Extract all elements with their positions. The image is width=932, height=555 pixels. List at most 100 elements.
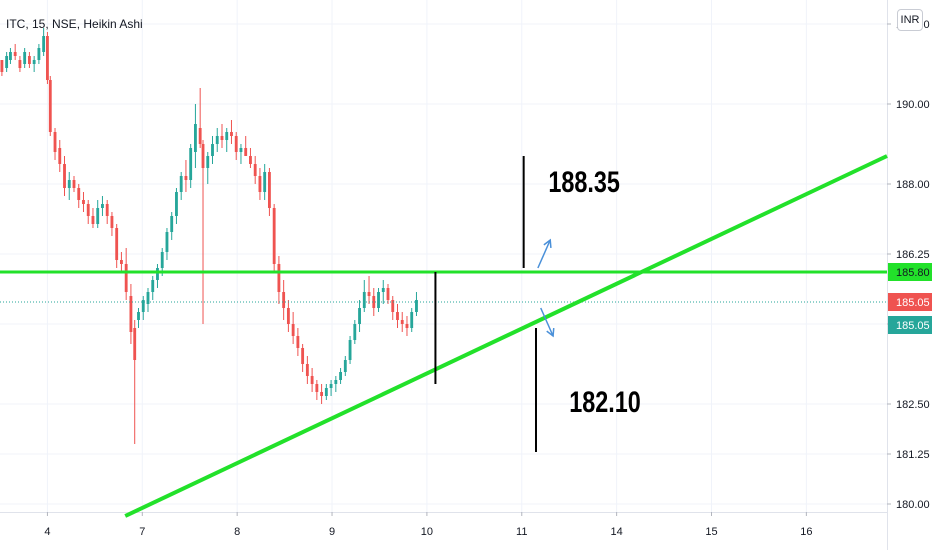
x-tick-label: 9 (329, 526, 335, 538)
y-tick-label: 180.00 (896, 499, 930, 511)
candle-body (18, 60, 22, 68)
currency-button[interactable]: INR (897, 9, 923, 31)
candle-body (115, 228, 119, 260)
candle-body (13, 52, 17, 56)
candle-body (32, 60, 36, 64)
candle-body (37, 48, 41, 60)
candle-body (253, 164, 257, 176)
y-tick-label: 182.50 (896, 399, 930, 411)
candle-body (67, 180, 71, 188)
candle-body (91, 216, 95, 224)
candle-body (110, 216, 114, 228)
price-annotation[interactable]: 182.10 (569, 385, 641, 418)
candle-body (105, 204, 109, 216)
arrow-line[interactable] (537, 239, 551, 269)
trendline[interactable] (124, 154, 888, 518)
candle-body (23, 52, 27, 64)
candle-body (82, 200, 85, 204)
candle-body (320, 392, 324, 396)
candle-body (86, 204, 90, 216)
candle-body (9, 52, 12, 60)
x-tick-label: 4 (44, 526, 50, 538)
candle-body (282, 292, 286, 308)
candle-body (291, 324, 295, 336)
candle-body (249, 156, 252, 164)
candle-body (267, 172, 271, 208)
price-label: 185.80 (896, 267, 930, 279)
candle-body (324, 388, 328, 396)
candle-body (230, 132, 233, 136)
candle-body (400, 320, 404, 324)
price-label-box (888, 293, 932, 311)
candle-body (329, 384, 333, 388)
candle-body (277, 264, 281, 292)
candle-body (5, 56, 9, 68)
candle-body (386, 288, 390, 300)
candle-body (165, 232, 169, 252)
y-tick-label: 186.25 (896, 249, 930, 261)
candle-body (381, 288, 385, 292)
candle-body (124, 264, 128, 292)
symbol-legend: ITC, 15, NSE, Heikin Ashi (6, 17, 143, 31)
candle-body (211, 144, 214, 156)
price-label: 185.05 (896, 320, 930, 332)
y-tick-label: 188.00 (896, 179, 930, 191)
candle-body (353, 324, 357, 340)
candle-body (160, 252, 164, 268)
candle-body (53, 132, 57, 152)
candle-body (220, 136, 224, 140)
candle-body (156, 268, 159, 280)
candle-body (198, 128, 202, 144)
candle-body (239, 148, 243, 152)
candle-body (258, 176, 262, 192)
x-tick-label: 8 (234, 526, 240, 538)
candle-body (194, 124, 197, 152)
candle-body (48, 80, 52, 132)
candle-body (301, 348, 305, 364)
candle-body (244, 148, 248, 156)
candle-body (215, 136, 219, 144)
candle-body (206, 156, 210, 168)
candle-body (377, 292, 380, 308)
candle-body (263, 172, 267, 192)
candle-body (58, 148, 62, 164)
candle-body (296, 336, 300, 348)
candle-body (77, 188, 81, 200)
candle-body (141, 300, 145, 312)
candle-body (367, 292, 371, 296)
candle-body (151, 280, 155, 292)
candle-body (362, 292, 366, 308)
candle-body (391, 300, 395, 312)
candle-body (310, 376, 314, 384)
candle-body (101, 204, 104, 208)
x-tick-label: 16 (800, 526, 812, 538)
candle-body (396, 312, 399, 320)
price-annotation[interactable]: 188.35 (548, 165, 620, 198)
candle-body (305, 364, 309, 376)
arrow-head (543, 238, 552, 249)
candle-body (286, 308, 290, 324)
candle-body (415, 300, 418, 312)
candle-body (189, 148, 193, 180)
candle-body (170, 216, 174, 232)
candle-body (133, 328, 137, 360)
candle-body (405, 324, 409, 328)
candle-body (201, 144, 205, 168)
candle-body (272, 208, 276, 264)
candle-body (27, 56, 31, 64)
x-tick-label: 10 (421, 526, 433, 538)
candle-body (410, 312, 414, 328)
candle-body (225, 132, 229, 140)
arrow-line[interactable] (540, 307, 554, 337)
candle-body (372, 296, 376, 308)
candle-body (42, 36, 46, 52)
candle-body (137, 312, 140, 320)
candle-body (120, 260, 123, 264)
x-tick-label: 11 (516, 526, 527, 538)
candle-body (339, 372, 342, 380)
candle-body (234, 136, 238, 152)
arrow-head (546, 327, 555, 338)
candle-body (72, 180, 76, 188)
